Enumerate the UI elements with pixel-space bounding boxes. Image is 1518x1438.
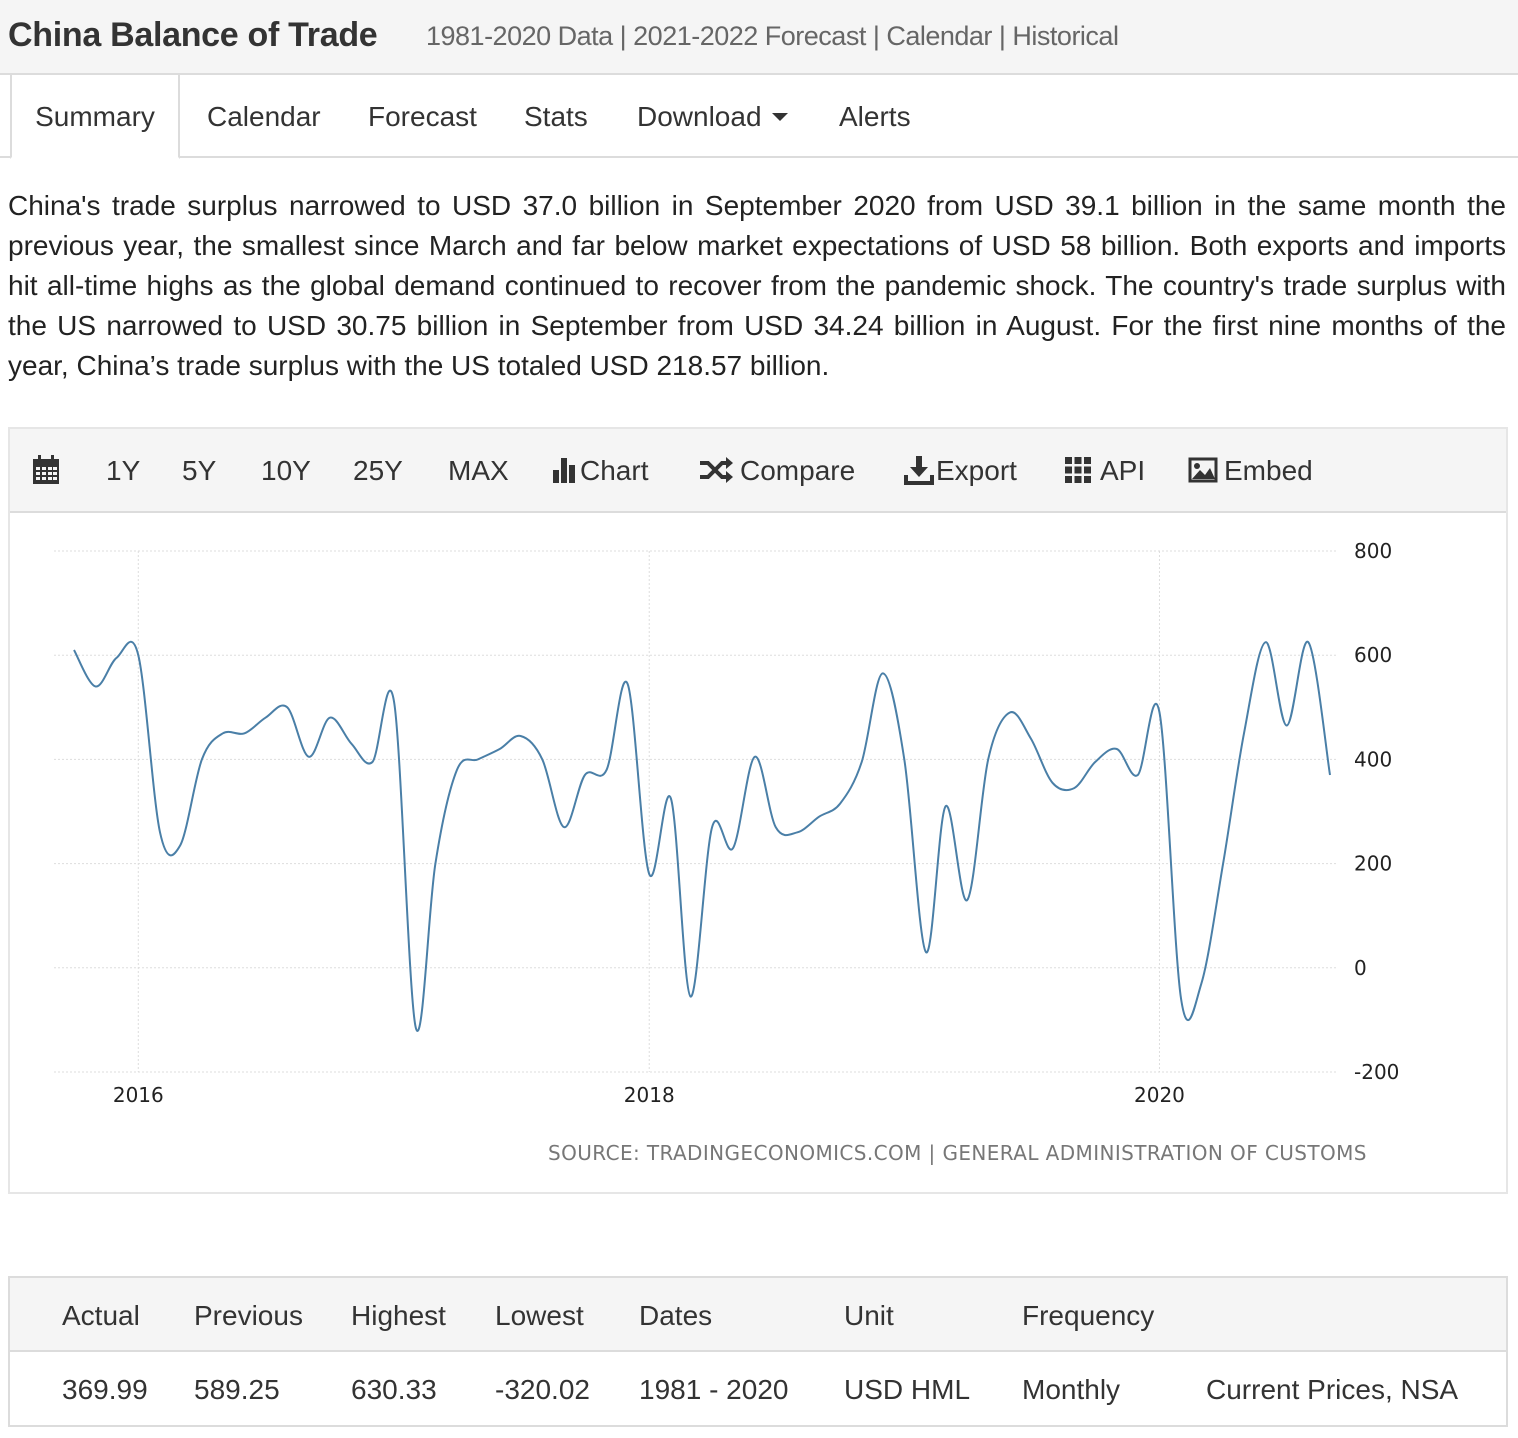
summary-description: China's trade surplus narrowed to USD 37… (8, 190, 1506, 381)
value-actual: 369.99 (62, 1374, 148, 1405)
range-1y-button[interactable]: 1Y (106, 455, 141, 486)
compare-button[interactable]: Compare (698, 429, 855, 513)
stats-value-row: 369.99 589.25 630.33 -320.02 1981 - 2020… (10, 1352, 1506, 1425)
tab-alerts[interactable]: Alerts (839, 101, 911, 132)
value-dates: 1981 - 2020 (639, 1374, 789, 1405)
stats-header-row: Actual Previous Highest Lowest Dates Uni… (10, 1278, 1506, 1352)
y-tick-label: -200 (1354, 1060, 1399, 1084)
tab-download-label: Download (637, 101, 762, 132)
chart-panel: 1Y 5Y 10Y 25Y MAX Chart Compare (8, 427, 1508, 1194)
y-tick-label: 800 (1354, 539, 1392, 563)
balance-of-trade-chart: 800 600 400 200 0 -200 2016 2018 2020 (54, 539, 1400, 1107)
calendar-button[interactable] (32, 429, 60, 513)
value-frequency: Monthly (1022, 1374, 1121, 1405)
chevron-down-icon (771, 112, 788, 121)
embed-button[interactable]: Embed (1188, 429, 1313, 513)
download-icon (904, 456, 934, 486)
tab-forecast[interactable]: Forecast (368, 101, 477, 132)
y-tick-label: 0 (1354, 956, 1367, 980)
chart-type-button[interactable]: Chart (552, 429, 648, 513)
tab-download[interactable]: Download (637, 75, 788, 158)
value-lowest: -320.02 (495, 1374, 590, 1405)
y-tick-label: 200 (1354, 852, 1392, 876)
chart-axes: 800 600 400 200 0 -200 2016 2018 2020 (113, 539, 1400, 1107)
value-highest: 630.33 (351, 1374, 437, 1405)
x-tick-label: 2016 (113, 1083, 164, 1107)
chart-grid (54, 550, 1336, 1073)
tab-bar: Summary Calendar Forecast Stats Download… (0, 75, 1518, 159)
tab-calendar[interactable]: Calendar (207, 101, 321, 132)
range-max-button[interactable]: MAX (448, 455, 509, 486)
header-highest: Highest (351, 1300, 446, 1331)
api-label: API (1100, 455, 1146, 486)
grid-icon (1065, 457, 1091, 484)
series-line (73, 640, 1331, 1032)
tab-summary[interactable]: Summary (10, 75, 180, 159)
bar-chart-icon (553, 458, 575, 484)
value-unit: USD HML (844, 1374, 971, 1405)
tab-stats[interactable]: Stats (524, 101, 588, 132)
header-unit: Unit (844, 1300, 894, 1331)
chart-type-label: Chart (580, 455, 649, 486)
range-10y-button[interactable]: 10Y (261, 455, 311, 486)
header-dates: Dates (639, 1300, 713, 1331)
embed-label: Embed (1224, 455, 1313, 486)
range-5y-button[interactable]: 5Y (182, 455, 217, 486)
calendar-icon (33, 455, 59, 485)
image-icon (1188, 457, 1218, 483)
x-tick-label: 2018 (624, 1083, 675, 1107)
export-button[interactable]: Export (904, 429, 1017, 513)
y-tick-label: 600 (1354, 643, 1392, 667)
page-subtitle: 1981-2020 Data | 2021-2022 Forecast | Ca… (426, 21, 1119, 51)
page-title: China Balance of Trade (8, 16, 378, 54)
compare-label: Compare (740, 455, 856, 486)
header-lowest: Lowest (495, 1300, 584, 1331)
header-frequency: Frequency (1022, 1300, 1155, 1331)
y-tick-label: 400 (1354, 747, 1392, 771)
x-tick-label: 2020 (1134, 1083, 1185, 1107)
api-button[interactable]: API (1064, 429, 1145, 513)
header-actual: Actual (62, 1300, 140, 1331)
chart-source: SOURCE: TRADINGECONOMICS.COM | GENERAL A… (548, 1141, 1367, 1165)
value-previous: 589.25 (194, 1374, 280, 1405)
page-header: China Balance of Trade 1981-2020 Data | … (0, 0, 1518, 75)
header-previous: Previous (194, 1300, 303, 1331)
export-label: Export (936, 455, 1017, 486)
stats-table: Actual Previous Highest Lowest Dates Uni… (8, 1276, 1508, 1427)
value-notes: Current Prices, NSA (1206, 1374, 1459, 1405)
range-25y-button[interactable]: 25Y (353, 455, 403, 486)
shuffle-icon (700, 457, 733, 484)
chart-toolbar: 1Y 5Y 10Y 25Y MAX Chart Compare (10, 429, 1506, 513)
